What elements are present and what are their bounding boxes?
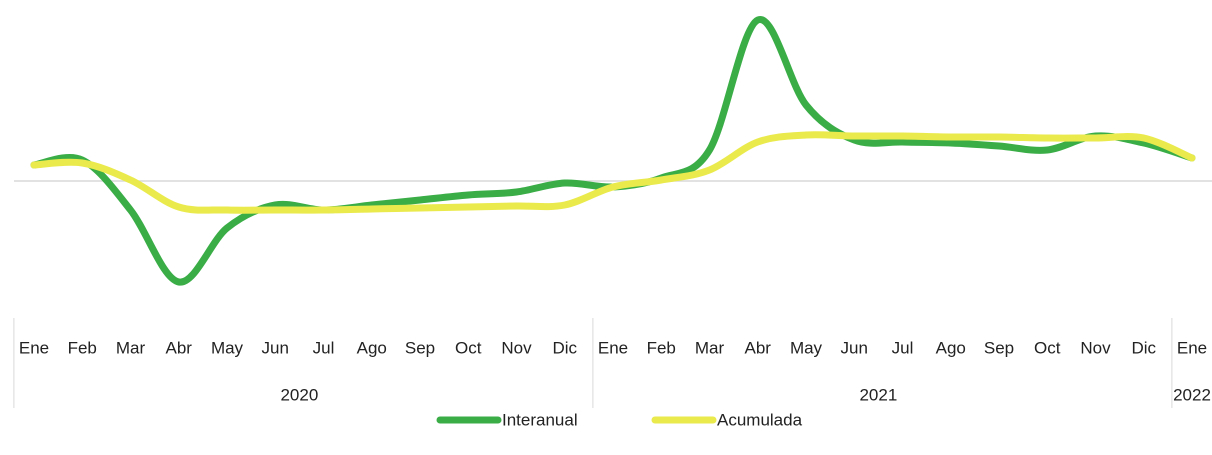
x-tick-label: Oct: [1034, 338, 1061, 357]
x-tick-label: Feb: [647, 338, 676, 357]
x-tick-label: May: [211, 338, 244, 357]
x-tick-label: Jul: [892, 338, 914, 357]
x-tick-label: Ago: [936, 338, 966, 357]
x-tick-label: Oct: [455, 338, 482, 357]
x-tick-label: May: [790, 338, 823, 357]
x-tick-label: Feb: [68, 338, 97, 357]
x-tick-label: Ene: [598, 338, 628, 357]
line: [30, 131, 1196, 214]
x-tick-label: Jul: [313, 338, 335, 357]
x-tick-label: Abr: [745, 338, 772, 357]
x-tick-label: Ene: [19, 338, 49, 357]
x-tick-label: Jun: [262, 338, 289, 357]
legend-label: Acumulada: [717, 410, 803, 429]
x-tick-label: Nov: [501, 338, 532, 357]
x-tick-label: Mar: [116, 338, 146, 357]
legend-label: Interanual: [502, 410, 578, 429]
x-tick-label: Ene: [1177, 338, 1207, 357]
x-tick-label: Dic: [552, 338, 577, 357]
x-tick-label: Abr: [166, 338, 193, 357]
x-tick-label: Dic: [1131, 338, 1156, 357]
x-tick-label: Mar: [695, 338, 725, 357]
line: [30, 16, 1196, 286]
group-label: 2020: [280, 385, 318, 404]
x-tick-label: Sep: [984, 338, 1014, 357]
x-tick-label: Jun: [841, 338, 868, 357]
group-label: 2022: [1173, 385, 1211, 404]
x-tick-label: Nov: [1080, 338, 1111, 357]
group-label: 2021: [859, 385, 897, 404]
x-tick-label: Sep: [405, 338, 435, 357]
x-tick-label: Ago: [357, 338, 387, 357]
